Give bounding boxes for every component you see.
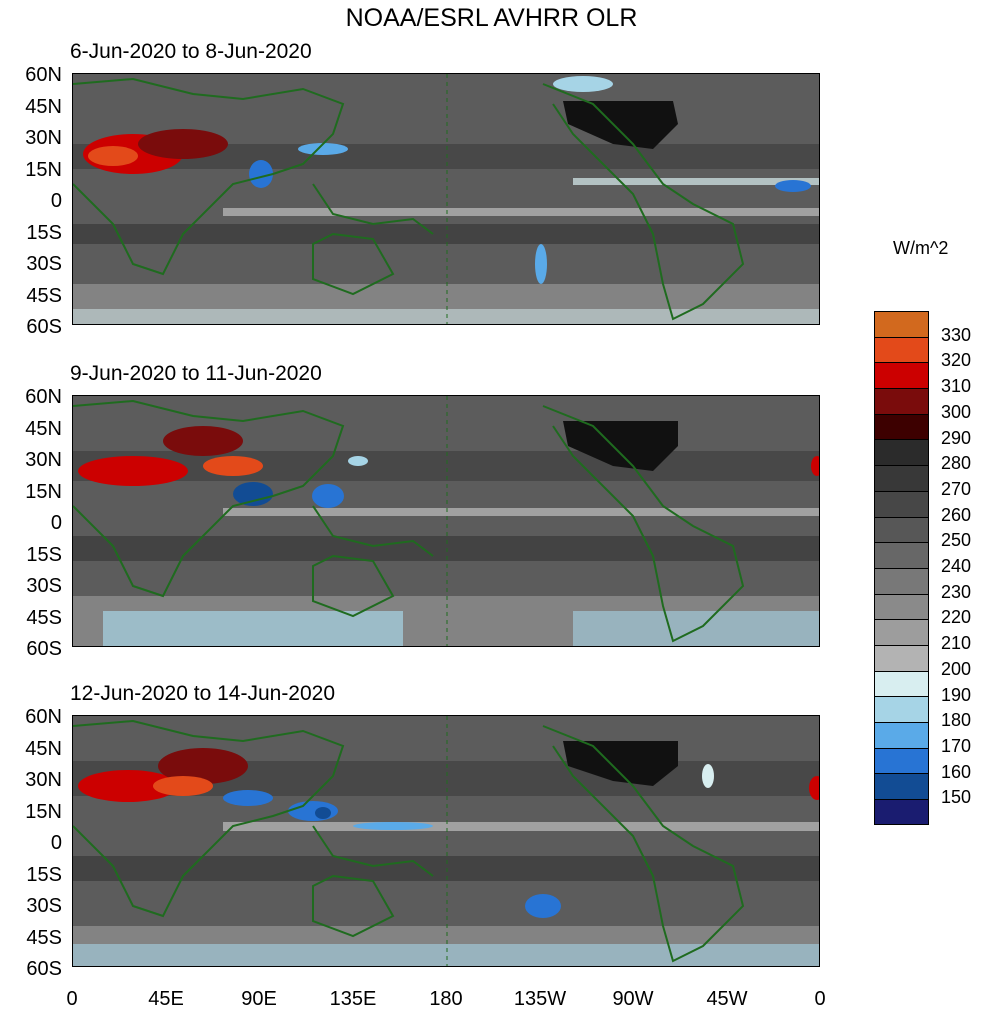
lat-label: 60N [25,706,62,728]
legend-label: 310 [941,376,972,397]
legend-unit: W/m^2 [893,238,949,258]
lat-label: 15N [25,801,62,823]
legend-label: 190 [941,684,972,705]
lat-label: 0 [50,512,62,534]
legend-swatch [874,619,929,645]
legend-swatch [874,722,929,748]
legend-swatch [874,696,929,722]
color-legend [874,311,929,825]
lat-label: 15N [25,159,62,181]
legend-swatch [874,311,929,337]
legend-swatch [874,747,929,774]
lat-label: 45N [25,738,62,760]
legend-label: 260 [941,504,972,525]
panel-3-map [72,715,820,967]
legend-label: 210 [941,633,972,654]
lat-label: 45S [26,927,62,949]
legend-swatch [874,542,929,568]
lat-label: 15S [26,544,62,566]
legend-label: 170 [941,735,972,756]
legend-swatch [874,593,929,620]
legend-label: 240 [941,556,972,576]
lat-label: 30N [25,127,62,149]
lat-label: 15N [25,481,62,503]
chart-title: NOAA/ESRL AVHRR OLR [345,4,638,32]
lat-label: 15S [26,864,62,886]
legend-label: 150 [941,787,972,808]
lat-label: 0 [50,832,62,854]
legend-swatch [874,362,929,389]
legend-swatch [874,799,929,825]
legend-swatch [874,388,929,414]
lat-label: 30S [26,253,62,275]
panel-2-title: 9-Jun-2020 to 11-Jun-2020 [70,362,322,385]
legend-label: 290 [941,427,972,448]
lon-label: 0 [814,988,826,1010]
legend-label: 280 [941,453,972,474]
lat-label: 30S [26,575,62,597]
lat-label: 45N [25,418,62,440]
legend-label: 270 [941,478,972,499]
legend-label: 250 [941,530,972,551]
legend-swatch [874,439,929,466]
legend-swatch [874,490,929,517]
lon-label: 135E [329,988,377,1010]
lat-label: 60N [25,64,62,86]
lat-label: 45S [26,607,62,629]
legend-label: 320 [941,350,972,371]
lat-label: 30S [26,895,62,917]
lat-label: 60S [26,958,62,980]
legend-label: 160 [941,761,972,782]
panel-2-map [72,395,820,647]
legend-swatch [874,670,929,697]
legend-label: 220 [941,607,972,628]
lon-label: 45E [148,988,184,1010]
lat-label: 60S [26,638,62,660]
legend-label: 330 [941,324,972,345]
panel-1-map [72,73,820,325]
lat-label: 45N [25,96,62,118]
legend-swatch [874,413,929,440]
lon-label: 90W [612,988,654,1010]
lat-label: 60S [26,316,62,338]
lon-label: 135W [513,988,567,1010]
legend-swatch [874,336,929,363]
legend-swatch [874,516,929,543]
lon-label: 0 [66,988,78,1010]
lat-label: 30N [25,769,62,791]
legend-swatch [874,644,929,671]
legend-swatch [874,465,929,491]
lat-label: 15S [26,222,62,244]
panel-3-title: 12-Jun-2020 to 14-Jun-2020 [70,682,336,705]
lat-label: 30N [25,449,62,471]
legend-label: 200 [941,658,972,679]
legend-swatch [874,773,929,800]
legend-label: 230 [941,581,972,602]
lon-label: 90E [241,988,277,1010]
lat-label: 0 [50,190,62,212]
panel-1-title: 6-Jun-2020 to 8-Jun-2020 [70,40,312,63]
legend-label: 180 [941,710,972,731]
lat-label: 45S [26,285,62,307]
lon-label: 45W [706,988,748,1010]
lat-label: 60N [25,386,62,408]
legend-label: 300 [941,401,972,422]
legend-swatch [874,567,929,594]
lon-label: 180 [429,988,463,1010]
